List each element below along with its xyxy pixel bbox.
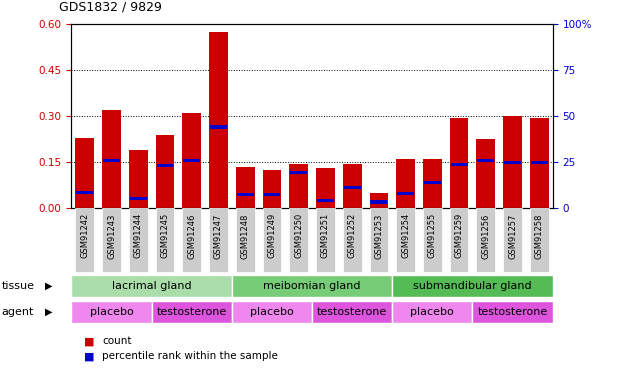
FancyBboxPatch shape [183, 208, 201, 272]
Text: meibomian gland: meibomian gland [263, 281, 361, 291]
Text: tissue: tissue [1, 281, 34, 291]
Bar [237, 193, 253, 196]
FancyBboxPatch shape [209, 208, 228, 272]
Text: testosterone: testosterone [317, 307, 388, 317]
Text: GSM91246: GSM91246 [188, 213, 196, 259]
Text: placebo: placebo [410, 307, 454, 317]
Text: submandibular gland: submandibular gland [413, 281, 532, 291]
FancyBboxPatch shape [71, 301, 152, 323]
Bar [317, 199, 334, 202]
Text: GSM91242: GSM91242 [80, 213, 89, 258]
Bar [263, 170, 281, 208]
Text: testosterone: testosterone [478, 307, 548, 317]
Text: ■: ■ [84, 336, 94, 346]
Bar [75, 138, 94, 208]
Text: GSM91250: GSM91250 [294, 213, 303, 258]
Text: ▶: ▶ [45, 281, 52, 291]
FancyBboxPatch shape [503, 208, 522, 272]
Text: placebo: placebo [250, 307, 294, 317]
Bar [503, 116, 522, 208]
FancyBboxPatch shape [102, 208, 121, 272]
FancyBboxPatch shape [236, 208, 255, 272]
Bar [531, 160, 548, 164]
Bar [290, 171, 307, 174]
Bar [156, 164, 173, 167]
Text: GSM91244: GSM91244 [134, 213, 143, 258]
Bar [103, 159, 120, 162]
Bar [424, 181, 441, 184]
Text: GSM91253: GSM91253 [374, 213, 383, 259]
FancyBboxPatch shape [392, 275, 553, 297]
Bar [316, 168, 335, 208]
FancyBboxPatch shape [392, 301, 473, 323]
Text: placebo: placebo [89, 307, 134, 317]
FancyBboxPatch shape [312, 301, 392, 323]
Text: GSM91248: GSM91248 [241, 213, 250, 259]
Text: GDS1832 / 9829: GDS1832 / 9829 [59, 0, 162, 13]
Bar [209, 32, 228, 208]
Bar [371, 201, 388, 204]
Text: GSM91259: GSM91259 [455, 213, 464, 258]
Bar [130, 197, 147, 201]
Bar [343, 164, 361, 208]
Text: percentile rank within the sample: percentile rank within the sample [102, 351, 278, 361]
Text: count: count [102, 336, 132, 346]
Text: GSM91251: GSM91251 [321, 213, 330, 258]
FancyBboxPatch shape [473, 301, 553, 323]
Text: ▶: ▶ [45, 307, 52, 317]
FancyBboxPatch shape [316, 208, 335, 272]
FancyBboxPatch shape [396, 208, 415, 272]
Bar [530, 118, 549, 208]
FancyBboxPatch shape [129, 208, 148, 272]
Bar [183, 159, 200, 162]
Text: ■: ■ [84, 351, 94, 361]
Text: GSM91255: GSM91255 [428, 213, 437, 258]
Text: lacrimal gland: lacrimal gland [112, 281, 191, 291]
Text: GSM91258: GSM91258 [535, 213, 544, 259]
FancyBboxPatch shape [232, 275, 392, 297]
Bar [344, 186, 361, 189]
FancyBboxPatch shape [71, 275, 232, 297]
Bar [451, 163, 468, 166]
Text: GSM91254: GSM91254 [401, 213, 410, 258]
FancyBboxPatch shape [75, 208, 94, 272]
Bar [476, 139, 495, 208]
FancyBboxPatch shape [476, 208, 495, 272]
Text: GSM91256: GSM91256 [481, 213, 491, 259]
Text: GSM91245: GSM91245 [160, 213, 170, 258]
Bar [102, 110, 121, 208]
Bar [263, 193, 280, 196]
Bar [129, 150, 148, 208]
Bar [478, 159, 494, 162]
Bar [210, 125, 227, 129]
Text: GSM91249: GSM91249 [268, 213, 276, 258]
FancyBboxPatch shape [289, 208, 308, 272]
FancyBboxPatch shape [232, 301, 312, 323]
Text: GSM91247: GSM91247 [214, 213, 223, 259]
Text: GSM91243: GSM91243 [107, 213, 116, 259]
Bar [289, 164, 308, 208]
Bar [236, 167, 255, 208]
Bar [396, 159, 415, 208]
Bar [156, 135, 175, 208]
FancyBboxPatch shape [450, 208, 468, 272]
Bar [450, 118, 468, 208]
Bar [76, 191, 93, 194]
Bar [397, 192, 414, 195]
FancyBboxPatch shape [156, 208, 175, 272]
Text: GSM91252: GSM91252 [348, 213, 356, 258]
Bar [369, 194, 388, 208]
Bar [504, 160, 521, 164]
Bar [423, 159, 442, 208]
FancyBboxPatch shape [530, 208, 549, 272]
Text: testosterone: testosterone [156, 307, 227, 317]
FancyBboxPatch shape [263, 208, 281, 272]
FancyBboxPatch shape [423, 208, 442, 272]
Text: GSM91257: GSM91257 [508, 213, 517, 259]
Bar [183, 113, 201, 208]
FancyBboxPatch shape [343, 208, 361, 272]
FancyBboxPatch shape [152, 301, 232, 323]
Text: agent: agent [1, 307, 34, 317]
FancyBboxPatch shape [369, 208, 388, 272]
